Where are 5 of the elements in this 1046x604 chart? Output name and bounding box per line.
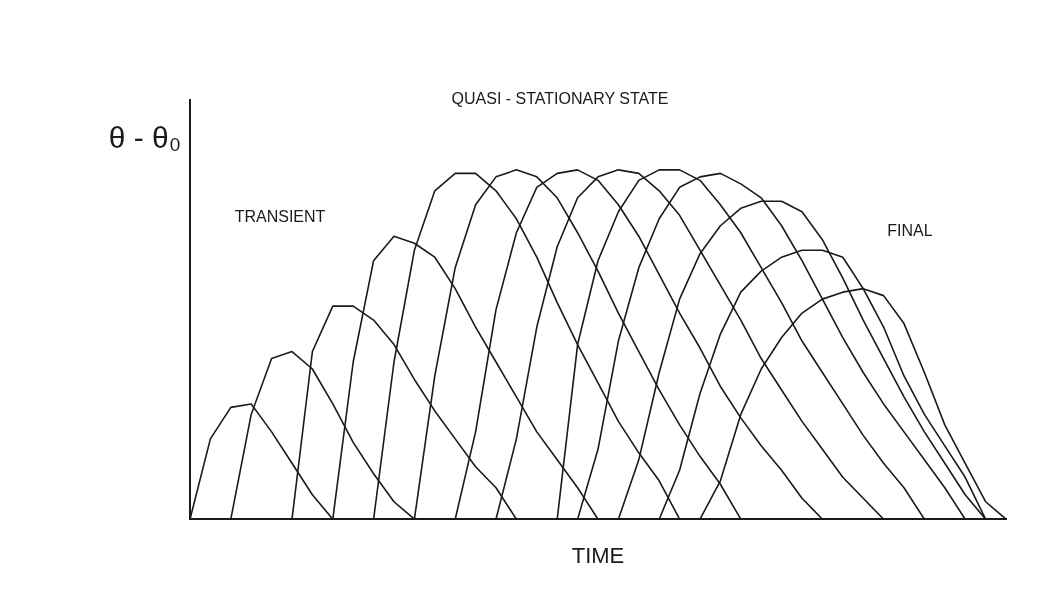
y-axis-title: θ - θ₀ [108,121,182,155]
text: QUASI - STATIONARY STATE [451,90,669,108]
annotation: FINAL [887,222,933,240]
x-axis-title: TIME [571,542,625,568]
annotation: TRANSIENT [234,208,326,226]
